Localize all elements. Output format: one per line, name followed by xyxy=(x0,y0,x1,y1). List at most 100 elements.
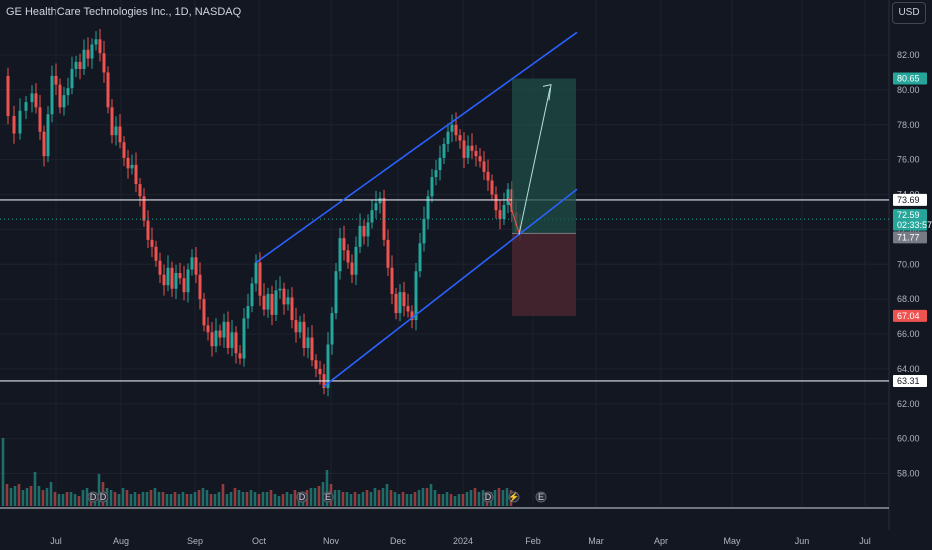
volume-bar xyxy=(365,490,369,506)
candle-body xyxy=(130,164,134,169)
candle-body xyxy=(338,238,342,272)
volume-bar xyxy=(441,494,445,506)
candle-body xyxy=(178,273,182,279)
candle-body xyxy=(110,107,114,136)
volume-bar xyxy=(385,484,389,506)
event-marker-icon-label: D xyxy=(100,492,107,502)
volume-bar xyxy=(269,490,273,506)
candle-body xyxy=(490,180,494,195)
volume-bar xyxy=(165,494,169,506)
volume-bar xyxy=(97,474,101,506)
volume-bar xyxy=(285,492,289,506)
candle-body xyxy=(202,299,206,326)
volume-bar xyxy=(277,496,281,506)
volume-bar xyxy=(477,492,481,506)
volume-bar xyxy=(289,494,293,506)
candle-body xyxy=(230,332,234,348)
volume-bar xyxy=(425,488,429,506)
candle-body xyxy=(430,177,434,197)
volume-bar xyxy=(185,494,189,506)
volume-bar xyxy=(377,490,381,506)
candle-body xyxy=(222,321,226,338)
volume-bar xyxy=(369,492,373,506)
volume-bar xyxy=(53,492,57,506)
candle-body xyxy=(186,269,190,293)
volume-bar xyxy=(37,486,41,506)
candle-body xyxy=(434,170,438,178)
volume-bar xyxy=(1,438,5,506)
candle-body xyxy=(426,196,430,219)
candle-body xyxy=(362,225,366,237)
price-tick-label: 58.00 xyxy=(897,469,920,479)
time-tick-label: Jul xyxy=(50,536,62,546)
price-tick-label: 70.00 xyxy=(897,259,920,269)
candle-body xyxy=(214,330,218,347)
candle-body xyxy=(194,257,198,275)
price-badge-stop xyxy=(893,309,927,322)
volume-bar xyxy=(337,490,341,506)
candle-body xyxy=(42,131,46,157)
volume-bar xyxy=(121,488,125,506)
volume-bar xyxy=(237,490,241,506)
volume-bar xyxy=(85,488,89,506)
currency-button[interactable]: USD xyxy=(892,2,926,24)
candle-body xyxy=(58,84,62,108)
candle-body xyxy=(286,297,290,305)
volume-bar xyxy=(153,488,157,506)
volume-bar xyxy=(333,490,337,506)
volume-bar xyxy=(437,494,441,506)
volume-bar xyxy=(145,492,149,506)
candle-body xyxy=(294,320,298,333)
entry-arrow xyxy=(507,197,520,234)
candle-body xyxy=(114,126,118,136)
volume-bar xyxy=(349,494,353,506)
candle-body xyxy=(62,95,66,108)
volume-bar xyxy=(473,488,477,506)
candle-body xyxy=(302,321,306,348)
candle-body xyxy=(206,325,210,333)
volume-bar xyxy=(381,488,385,506)
candle-body xyxy=(438,157,442,171)
volume-bar xyxy=(445,492,449,506)
volume-bar xyxy=(41,490,45,506)
volume-bar xyxy=(13,486,17,506)
event-marker-icon xyxy=(322,491,334,503)
candle-body xyxy=(506,189,510,205)
stop-zone xyxy=(512,233,576,316)
time-tick-label: 2024 xyxy=(453,536,473,546)
candle-body xyxy=(158,260,162,275)
candle-body xyxy=(98,39,102,54)
price-badge-last xyxy=(893,209,927,222)
candle-body xyxy=(134,164,138,185)
volume-bar xyxy=(353,492,357,506)
candle-body xyxy=(494,194,498,211)
volume-bar xyxy=(177,494,181,506)
volume-bar xyxy=(229,492,233,506)
candle-body xyxy=(86,49,90,59)
candle-body xyxy=(454,124,458,136)
volume-bar xyxy=(265,492,269,506)
price-tick-label: 62.00 xyxy=(897,399,920,409)
volume-bar xyxy=(245,492,249,506)
candle-body xyxy=(90,44,94,59)
price-badge-line-text: 73.69 xyxy=(897,195,920,205)
volume-bar xyxy=(65,492,69,506)
volume-bar xyxy=(257,494,261,506)
candle-body xyxy=(278,288,282,291)
volume-bar xyxy=(173,492,177,506)
candle-body xyxy=(270,293,274,315)
volume-bar xyxy=(5,484,9,506)
candle-body xyxy=(306,337,310,348)
candle-body xyxy=(174,273,178,289)
candle-body xyxy=(182,278,186,293)
candle-body xyxy=(210,332,214,347)
candle-body xyxy=(394,293,398,314)
volume-bar xyxy=(241,492,245,506)
candle-body xyxy=(154,246,158,261)
volume-bar xyxy=(181,492,185,506)
price-badge-line-text: 63.31 xyxy=(897,376,920,386)
volume-bar xyxy=(357,494,361,506)
candle-body xyxy=(290,297,294,321)
